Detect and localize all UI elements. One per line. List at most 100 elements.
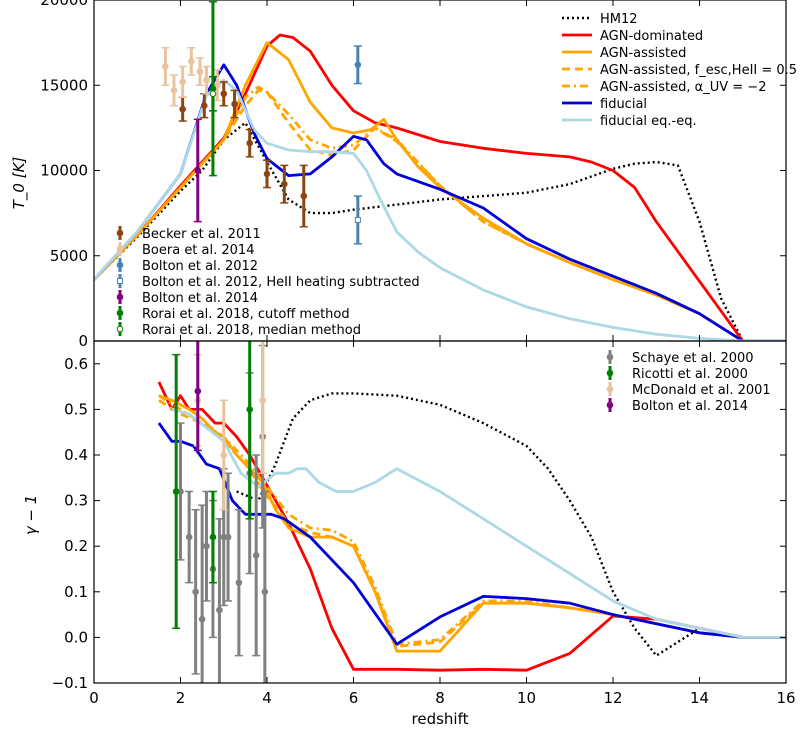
top-datapoint-rorai-et-al-2018-median-method-0 bbox=[209, 90, 217, 98]
top-datapoint-bolton-et-al-2012-heii-heating-subtracted-0 bbox=[354, 216, 361, 223]
legend-label-fiducial-eq-eq: fiducial eq.-eq. bbox=[600, 114, 697, 129]
top-datapoint-boera-et-al-2014-2 bbox=[179, 78, 186, 86]
bottom-series-lines bbox=[157, 381, 786, 672]
x-tick-label-1: 2 bbox=[176, 689, 186, 707]
top-observations bbox=[161, 0, 362, 245]
bottom-series-fiducial-eq-eq bbox=[171, 408, 786, 639]
legend-label-bolton-et-al-2014: Bolton et al. 2014 bbox=[632, 399, 748, 414]
legend-marker-bolton-et-al-2014 bbox=[116, 293, 124, 301]
top-y-tick-label-3: 15000 bbox=[40, 76, 88, 94]
top-series-fiducial-eq-eq bbox=[94, 78, 786, 341]
x-tick-label-8: 16 bbox=[776, 689, 795, 707]
top-datapoint-becker-et-al-2011-2 bbox=[220, 90, 228, 98]
bottom-y-tick-label-3: 0.2 bbox=[64, 537, 88, 555]
bottom-observations bbox=[172, 341, 269, 683]
bottom-datapoint-bolton-et-al-2014-0 bbox=[194, 387, 202, 395]
bottom-y-tick-label-6: 0.5 bbox=[64, 400, 88, 418]
top-datapoint-becker-et-al-2011-6 bbox=[281, 180, 288, 188]
legend-label-boera-et-al-2014: Boera et al. 2014 bbox=[142, 243, 254, 258]
legend-marker-boera-et-al-2014 bbox=[116, 245, 124, 253]
bottom-panel: 0 2 4 6 8 10 12 14 16 −0.1 0.0 0.1 0.2 0.3 0.4 0.5 0.6 Sc… bbox=[22, 340, 796, 728]
bottom-y-tick-label-4: 0.3 bbox=[64, 492, 88, 510]
bottom-datapoint-schaye-et-al-2000-4 bbox=[203, 542, 210, 550]
top-legend-models: HM12 AGN-dominated AGN-assisted AGN-assiste… bbox=[562, 12, 797, 129]
bottom-datapoint-ricotti-et-al-2000-2 bbox=[246, 406, 253, 413]
top-datapoint-boera-et-al-2014-5 bbox=[203, 76, 210, 84]
bottom-datapoint-mcdonald-et-al-2001-2 bbox=[259, 396, 266, 404]
bottom-datapoint-schaye-et-al-2000-11 bbox=[252, 552, 260, 559]
top-datapoint-becker-et-al-2011-3 bbox=[231, 100, 238, 108]
top-y-tick-label-0: 0 bbox=[78, 332, 88, 350]
top-datapoint-bolton-et-al-2014-0 bbox=[194, 167, 202, 174]
legend-label-rorai-et-al-2018-median-method: Rorai et al. 2018, median method bbox=[142, 323, 361, 338]
top-series-hm12 bbox=[94, 121, 786, 341]
top-datapoint-boera-et-al-2014-4 bbox=[196, 68, 204, 75]
top-datapoint-becker-et-al-2011-1 bbox=[200, 102, 208, 110]
bottom-panel-ylabel: γ − 1 bbox=[22, 495, 40, 536]
legend-marker-schaye-et-al-2000 bbox=[606, 353, 614, 361]
top-panel-plot-area: 0 5000 10000 15000 20000 HM12 AGN-dominated AGN… bbox=[40, 0, 797, 350]
x-tick-label-0: 0 bbox=[89, 689, 99, 707]
x-axis-label: redshift bbox=[412, 710, 469, 728]
x-tick-label-6: 12 bbox=[603, 689, 622, 707]
x-tick-label-4: 8 bbox=[435, 689, 445, 707]
legend-label-becker-et-al-2011: Becker et al. 2011 bbox=[142, 227, 261, 242]
top-datapoint-boera-et-al-2014-0 bbox=[162, 63, 169, 70]
bottom-series-agn-assisted-f-esc-heii-0-5 bbox=[158, 399, 786, 648]
top-datapoint-boera-et-al-2014-3 bbox=[188, 58, 195, 65]
legend-marker-mcdonald-et-al-2001 bbox=[606, 385, 614, 393]
legend-label-agn-assisted: AGN-assisted bbox=[600, 46, 686, 61]
top-panel-ylabel: T_0 [K] bbox=[10, 157, 29, 210]
legend-label-agn-assisted-uv-2: AGN-assisted, α_UV = −2 bbox=[600, 80, 766, 95]
legend-marker-ricotti-et-al-2000 bbox=[606, 369, 614, 377]
bottom-datapoint-ricotti-et-al-2000-0 bbox=[172, 488, 180, 495]
bottom-datapoint-schaye-et-al-2000-6 bbox=[216, 606, 223, 614]
top-series-lines bbox=[94, 33, 786, 341]
legend-marker-becker-et-al-2011 bbox=[116, 229, 124, 237]
legend-marker-rorai-et-al-2018-cutoff-method bbox=[116, 309, 124, 317]
bottom-datapoint-schaye-et-al-2000-1 bbox=[185, 533, 193, 541]
bottom-y-tick-label-0: −0.1 bbox=[52, 674, 88, 692]
top-datapoint-becker-et-al-2011-4 bbox=[246, 139, 253, 147]
x-tick-label-2: 4 bbox=[262, 689, 272, 707]
bottom-datapoint-schaye-et-al-2000-13 bbox=[261, 588, 269, 596]
legend-marker-bolton-et-al-2014 bbox=[606, 401, 614, 409]
legend-label-agn-dominated: AGN-dominated bbox=[600, 29, 703, 44]
legend-marker-bolton-et-al-2012 bbox=[116, 261, 124, 269]
legend-label-bolton-et-al-2014: Bolton et al. 2014 bbox=[142, 291, 258, 306]
bottom-datapoint-schaye-et-al-2000-9 bbox=[235, 579, 243, 586]
bottom-series-agn-assisted-uv-2 bbox=[158, 394, 786, 646]
legend-label-agn-assisted-f-esc-heii-0-5: AGN-assisted, f_esc,HeII = 0.5 bbox=[600, 63, 797, 78]
top-datapoint-becker-et-al-2011-0 bbox=[179, 105, 186, 113]
top-y-tick-label-4: 20000 bbox=[40, 0, 88, 9]
bottom-series-hm12 bbox=[236, 392, 786, 657]
top-datapoint-bolton-et-al-2012-0 bbox=[354, 61, 362, 69]
legend-marker-rorai-et-al-2018-median-method bbox=[116, 325, 124, 333]
legend-label-fiducial: fiducial bbox=[600, 97, 647, 112]
legend-label-bolton-et-al-2012: Bolton et al. 2012 bbox=[142, 259, 258, 274]
top-y-tick-label-1: 5000 bbox=[50, 247, 88, 265]
bottom-y-tick-label-2: 0.1 bbox=[64, 583, 88, 601]
bottom-series-fiducial bbox=[157, 422, 786, 646]
legend-label-mcdonald-et-al-2001: McDonald et al. 2001 bbox=[632, 383, 771, 398]
legend-label-schaye-et-al-2000: Schaye et al. 2000 bbox=[632, 351, 754, 366]
x-tick-label-5: 10 bbox=[517, 689, 536, 707]
bottom-panel-plot-area: 0 2 4 6 8 10 12 14 16 −0.1 0.0 0.1 0.2 0.3 0.4 0.5 0.6 Sc… bbox=[52, 340, 796, 707]
top-y-tick-label-2: 10000 bbox=[40, 162, 88, 180]
legend-label-bolton-et-al-2012-heii-heating-subtracted: Bolton et al. 2012, HeII heating subtrac… bbox=[142, 275, 420, 290]
bottom-y-tick-label-1: 0.0 bbox=[64, 628, 88, 646]
top-datapoint-boera-et-al-2014-1 bbox=[170, 87, 178, 94]
legend-label-ricotti-et-al-2000: Ricotti et al. 2000 bbox=[632, 367, 748, 382]
top-panel: 0 5000 10000 15000 20000 HM12 AGN-dominated AGN… bbox=[10, 0, 797, 350]
x-tick-label-3: 6 bbox=[349, 689, 359, 707]
bottom-datapoint-mcdonald-et-al-2001-1 bbox=[220, 451, 228, 459]
x-tick-label-7: 14 bbox=[690, 689, 709, 707]
bottom-datapoint-schaye-et-al-2000-2 bbox=[192, 588, 199, 596]
legend-marker-bolton-et-al-2012-heii-heating-subtracted bbox=[117, 278, 123, 284]
bottom-y-tick-label-5: 0.4 bbox=[64, 446, 88, 464]
legend-label-rorai-et-al-2018-cutoff-method: Rorai et al. 2018, cutoff method bbox=[142, 307, 350, 322]
bottom-datapoint-ricotti-et-al-2000-1 bbox=[209, 533, 217, 541]
